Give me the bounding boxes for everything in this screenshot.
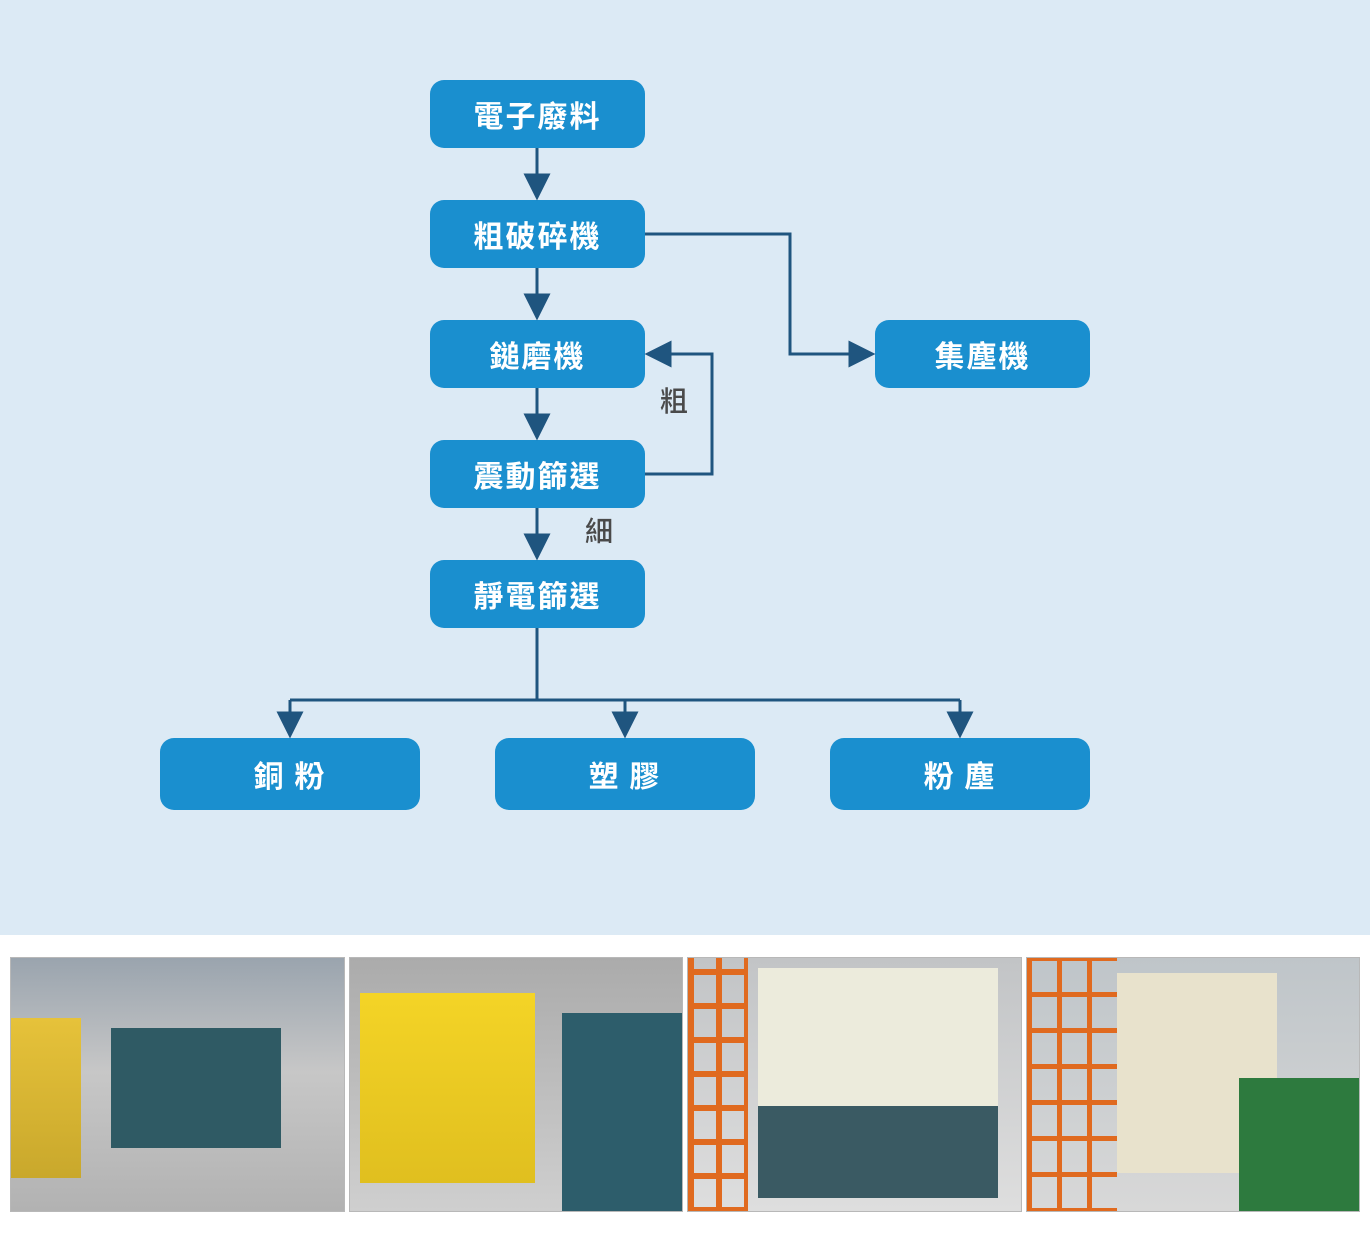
facility-photo-2 <box>349 957 684 1212</box>
node-hammer-mill: 鎚磨機 <box>430 320 645 388</box>
flowchart-canvas: 電子廢料 粗破碎機 鎚磨機 震動篩選 靜電篩選 集塵機 銅 粉 塑 膠 粉 塵 … <box>0 0 1370 935</box>
node-output-dust: 粉 塵 <box>830 738 1090 810</box>
photo-strip <box>0 935 1370 1225</box>
node-output-copper: 銅 粉 <box>160 738 420 810</box>
node-ewaste: 電子廢料 <box>430 80 645 148</box>
edge-label-coarse: 粗 <box>660 380 688 420</box>
facility-photo-4 <box>1026 957 1361 1212</box>
node-coarse-crusher: 粗破碎機 <box>430 200 645 268</box>
edge-label-fine: 細 <box>585 510 613 550</box>
facility-photo-1 <box>10 957 345 1212</box>
node-vibration-screen: 震動篩選 <box>430 440 645 508</box>
node-output-plastic: 塑 膠 <box>495 738 755 810</box>
node-dust-collector: 集塵機 <box>875 320 1090 388</box>
facility-photo-3 <box>687 957 1022 1212</box>
node-electrostatic-sort: 靜電篩選 <box>430 560 645 628</box>
